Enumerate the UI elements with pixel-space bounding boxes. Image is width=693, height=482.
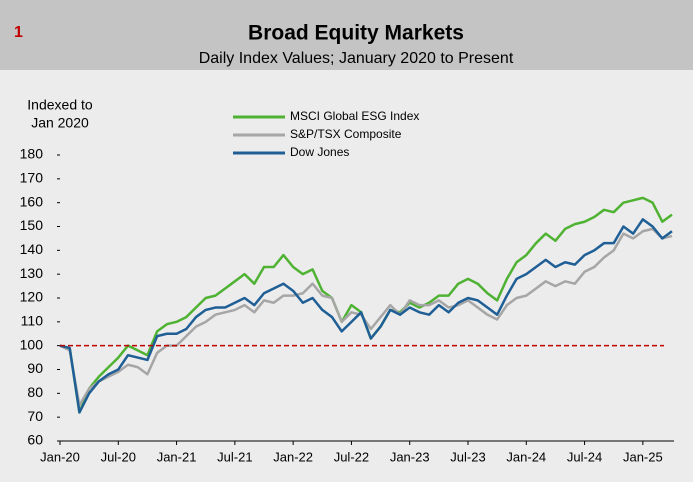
y-tick-label: 170 <box>20 170 44 186</box>
header-number: 1 <box>14 24 23 41</box>
y-tick-label: 130 <box>20 265 44 281</box>
y-tick-label: 150 <box>20 217 44 233</box>
x-tick-label: Jan-25 <box>623 449 663 464</box>
x-tick-label: Jan-21 <box>157 449 197 464</box>
y-tick-label: 120 <box>20 289 44 305</box>
header-band <box>0 0 693 70</box>
y-tick-label: 70 <box>27 408 43 424</box>
x-tick-label: Jul-20 <box>101 449 136 464</box>
y-axis-label: Jan 2020 <box>31 115 89 131</box>
x-tick-label: Jul-22 <box>334 449 369 464</box>
x-tick-label: Jan-24 <box>506 449 546 464</box>
legend-label: MSCI Global ESG Index <box>290 109 419 123</box>
x-tick-label: Jan-22 <box>273 449 313 464</box>
chart-subtitle: Daily Index Values; January 2020 to Pres… <box>199 50 514 67</box>
x-tick-label: Jul-21 <box>217 449 252 464</box>
y-tick-label: 180 <box>20 146 44 162</box>
y-tick-label: 60 <box>27 432 43 448</box>
legend-label: Dow Jones <box>290 145 349 159</box>
y-tick-label: 160 <box>20 193 44 209</box>
y-tick-label: 140 <box>20 241 44 257</box>
x-tick-label: Jan-23 <box>390 449 430 464</box>
y-tick-label: 100 <box>20 336 44 352</box>
chart-title: Broad Equity Markets <box>248 22 464 45</box>
x-tick-label: Jul-23 <box>450 449 485 464</box>
y-tick-label: 110 <box>21 313 44 329</box>
x-tick-label: Jan-20 <box>40 449 80 464</box>
legend-label: S&P/TSX Composite <box>290 127 402 141</box>
series-line <box>59 218 673 414</box>
y-tick-label: 80 <box>27 384 43 400</box>
x-tick-label: Jul-24 <box>567 449 602 464</box>
y-tick-label: 90 <box>27 360 43 376</box>
y-axis-label: Indexed to <box>27 97 93 113</box>
